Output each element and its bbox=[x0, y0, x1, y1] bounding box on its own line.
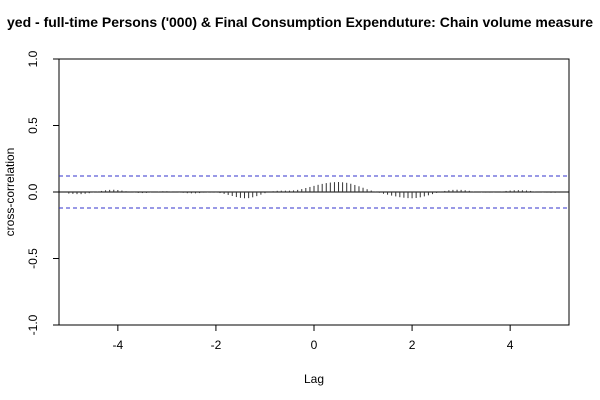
y-tick-label: 1.0 bbox=[26, 50, 40, 67]
y-tick-label: 0.5 bbox=[26, 117, 40, 134]
x-tick-label: -4 bbox=[113, 338, 124, 352]
x-tick-label: 2 bbox=[409, 338, 416, 352]
x-tick-label: 0 bbox=[311, 338, 318, 352]
x-axis-label: Lag bbox=[304, 372, 324, 386]
y-axis: -1.0 -0.5 0.0 0.5 1.0 bbox=[26, 50, 59, 335]
x-tick-label: -2 bbox=[211, 338, 222, 352]
spikes-group bbox=[68, 182, 560, 199]
y-tick-label: -0.5 bbox=[26, 248, 40, 269]
chart-title: yed - full-time Persons ('000) & Final C… bbox=[7, 14, 593, 30]
y-tick-label: 0.0 bbox=[26, 183, 40, 200]
x-tick-label: 4 bbox=[507, 338, 514, 352]
x-axis: -4 -2 0 2 4 bbox=[113, 325, 514, 352]
y-tick-label: -1.0 bbox=[26, 314, 40, 335]
y-axis-label: cross-correlation bbox=[3, 148, 17, 237]
